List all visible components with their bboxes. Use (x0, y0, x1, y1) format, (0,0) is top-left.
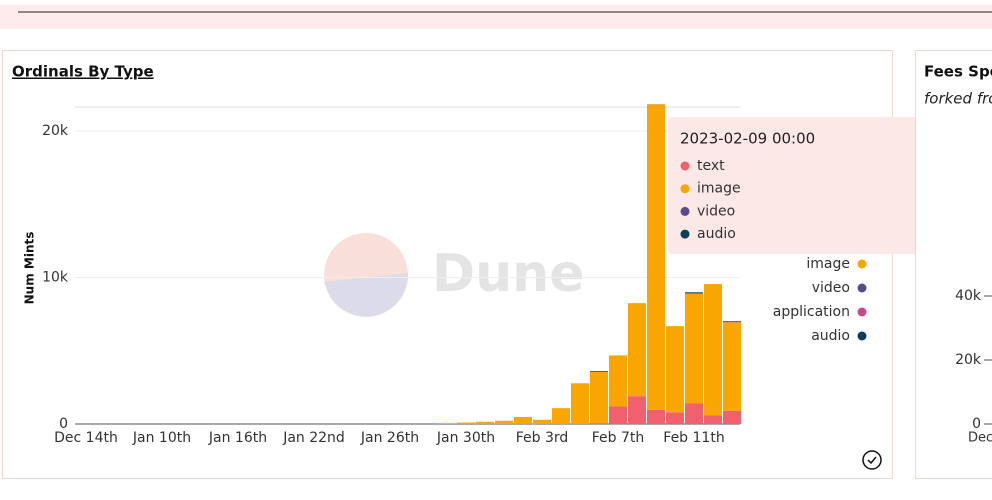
bar-segment (685, 293, 703, 404)
bar-segment (723, 321, 741, 323)
watermark-logo-part (324, 273, 409, 317)
legend-label: audio (811, 328, 850, 344)
x-tick-label: Feb 11th (663, 430, 724, 446)
tooltip-dot (680, 229, 690, 239)
x-tick-label: Dec 14th (54, 430, 118, 446)
bar-segment (723, 410, 741, 424)
panel-title[interactable]: Ordinals By Type (12, 63, 154, 81)
bar-segment (590, 371, 608, 424)
x-tick-label: Jan 26th (360, 430, 419, 446)
y-tick-label: 0 (59, 416, 68, 432)
bar-segment (685, 292, 703, 294)
bar-segment (628, 303, 646, 397)
watermark: Dune (324, 233, 584, 317)
bar-segment (476, 421, 494, 424)
tooltip-label: audio (697, 226, 736, 242)
tooltip-dot (680, 184, 690, 194)
legend-label: video (812, 280, 850, 296)
side-panel-subtitle: forked fro (924, 90, 992, 108)
bar-segment (571, 383, 589, 424)
bar-segment (514, 416, 532, 424)
x-tick-label: Feb 7th (592, 430, 645, 446)
y-axis-label: Num Mints (23, 232, 37, 305)
check-icon[interactable] (862, 450, 882, 470)
watermark-text: Dune (432, 244, 584, 304)
bar-segment (704, 284, 722, 416)
bar-segment (533, 419, 551, 424)
tooltip-label: image (697, 181, 741, 197)
legend: textimagevideoapplicationaudio (773, 232, 867, 344)
side-x-tick-label: Dec (968, 431, 992, 446)
bar-segment (647, 104, 665, 410)
top-banner (0, 5, 992, 29)
legend-dot (857, 307, 867, 317)
bar-segment (457, 422, 475, 424)
legend-dot (857, 283, 867, 293)
tooltip-box (668, 117, 980, 254)
tooltip-dot (680, 161, 690, 171)
legend-dot (857, 331, 867, 341)
y-tick-label: 20k (42, 123, 69, 139)
bar-segment (685, 403, 703, 424)
x-tick-label: Jan 10th (132, 430, 191, 446)
x-tick-label: Jan 30th (436, 430, 495, 446)
bar-segment (628, 396, 646, 424)
bar-segment (609, 355, 627, 407)
bar-segment (552, 408, 570, 424)
bar-segment (590, 371, 608, 372)
tooltip-title: 2023-02-09 00:00 (680, 130, 815, 148)
bar-segment (723, 322, 741, 411)
legend-dot (857, 259, 867, 269)
bar-segment (704, 415, 722, 424)
tooltip-label: text (697, 158, 725, 174)
legend-label: image (806, 256, 850, 272)
bar-segment (685, 292, 703, 293)
y-tick-label: 10k (42, 270, 69, 286)
side-y-tick-label: 20k (955, 352, 982, 368)
side-panel-title[interactable]: Fees Spe (924, 63, 992, 81)
side-panel (915, 50, 992, 479)
tooltip-label: video (697, 203, 735, 219)
tooltip-dot (680, 206, 690, 216)
side-y-tick-label: 0 (972, 416, 981, 432)
plot: 0 10k 20k Dec 14th Jan 10th Jan 16th Jan 22nd J… (42, 104, 741, 446)
x-tick-label: Jan 16th (208, 430, 267, 446)
bar-segment (647, 409, 665, 424)
bar-segment (666, 412, 684, 424)
bar-segment (438, 423, 456, 424)
bar-segment (495, 420, 513, 424)
check-mark[interactable] (867, 456, 877, 465)
side-axis: 0 20k 40k (955, 288, 992, 432)
check-circle[interactable] (862, 450, 882, 470)
x-tick-label: Jan 22nd (282, 430, 345, 446)
side-y-tick-label: 40k (955, 288, 982, 304)
bar-segment (666, 326, 684, 413)
x-tick-label: Feb 3rd (516, 430, 569, 446)
legend-label: application (773, 304, 850, 320)
bar-segment (609, 406, 627, 424)
